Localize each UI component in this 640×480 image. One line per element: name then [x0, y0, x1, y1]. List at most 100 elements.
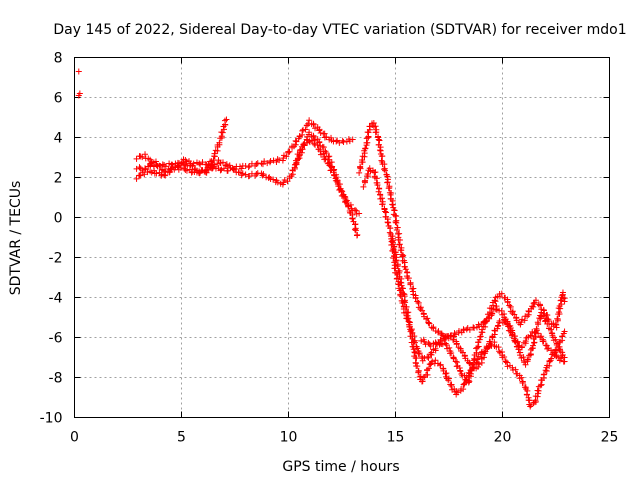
- data-point: [385, 219, 392, 226]
- data-point: [477, 333, 484, 340]
- data-point: [519, 316, 526, 323]
- data-point: [496, 348, 503, 355]
- data-point: [214, 160, 221, 167]
- data-point: [537, 302, 544, 309]
- data-point: [416, 350, 423, 357]
- data-point: [423, 315, 430, 322]
- data-point: [141, 171, 148, 178]
- data-point: [517, 352, 524, 359]
- data-point: [414, 363, 421, 370]
- data-points: [75, 68, 568, 410]
- axis-ticks: 0 5 10 15 20 25 -10 -8 -6 -4 -2 0 2 4 6 8: [40, 51, 619, 446]
- data-point: [264, 160, 271, 167]
- data-point: [296, 152, 303, 159]
- data-point: [316, 138, 323, 145]
- data-point: [301, 142, 308, 149]
- data-point: [559, 289, 566, 296]
- data-point: [427, 361, 434, 368]
- data-point: [460, 381, 467, 388]
- series-trace-5: [356, 119, 568, 365]
- data-point: [336, 181, 343, 188]
- data-point: [468, 367, 475, 374]
- data-point: [274, 156, 281, 163]
- data-point: [302, 126, 309, 133]
- data-point: [534, 319, 541, 326]
- data-point: [466, 378, 473, 385]
- data-point: [399, 299, 406, 306]
- data-point: [253, 170, 260, 177]
- data-point: [414, 345, 421, 352]
- data-point: [153, 162, 160, 169]
- data-point: [375, 136, 382, 143]
- data-point: [270, 176, 277, 183]
- data-point: [76, 90, 83, 97]
- data-point: [446, 344, 453, 351]
- y-tick-label: -8: [49, 371, 63, 387]
- data-point: [467, 367, 474, 374]
- x-tick-label: 5: [177, 430, 186, 446]
- data-point: [306, 117, 313, 124]
- data-point: [521, 317, 528, 324]
- data-point: [502, 358, 509, 365]
- data-point: [402, 266, 409, 273]
- data-point: [376, 147, 383, 154]
- data-point: [253, 160, 260, 167]
- data-point: [183, 167, 190, 174]
- data-point: [389, 201, 396, 208]
- data-point: [342, 199, 349, 206]
- data-point: [366, 165, 373, 172]
- data-point: [323, 149, 330, 156]
- data-point: [534, 393, 541, 400]
- data-point: [230, 166, 237, 173]
- data-point: [352, 227, 359, 234]
- data-point: [533, 325, 540, 332]
- data-point: [230, 165, 237, 172]
- data-point: [283, 153, 290, 160]
- data-point: [392, 259, 399, 266]
- data-point: [389, 235, 396, 242]
- chart-title: Day 145 of 2022, Sidereal Day-to-day VTE…: [53, 22, 626, 38]
- data-point: [375, 188, 382, 195]
- data-point: [537, 382, 544, 389]
- data-point: [259, 161, 266, 168]
- data-point: [219, 129, 226, 136]
- data-point: [413, 355, 420, 362]
- data-point: [511, 333, 518, 340]
- data-point: [513, 314, 520, 321]
- data-point: [492, 306, 499, 313]
- data-point: [331, 171, 338, 178]
- data-point: [425, 354, 432, 361]
- data-point: [392, 218, 399, 225]
- data-point: [374, 181, 381, 188]
- data-point: [382, 208, 389, 215]
- x-axis-label: GPS time / hours: [282, 459, 399, 475]
- data-point: [373, 129, 380, 136]
- data-point: [378, 157, 385, 164]
- data-point: [390, 255, 397, 262]
- data-point: [188, 169, 195, 176]
- y-tick-label: 2: [54, 171, 63, 187]
- data-point: [379, 195, 386, 202]
- data-point: [320, 150, 327, 157]
- data-point: [362, 145, 369, 152]
- data-point: [442, 370, 449, 377]
- data-point: [142, 151, 149, 158]
- data-point: [267, 159, 274, 166]
- data-point: [284, 178, 291, 185]
- data-point: [382, 167, 389, 174]
- data-point: [356, 210, 363, 217]
- data-point: [397, 247, 404, 254]
- data-point: [552, 336, 559, 343]
- data-point: [554, 342, 561, 349]
- data-point: [314, 142, 321, 149]
- x-tick-label: 0: [70, 430, 79, 446]
- data-point: [532, 333, 539, 340]
- data-point: [501, 353, 508, 360]
- data-point: [341, 193, 348, 200]
- data-point: [223, 116, 230, 123]
- data-point: [426, 320, 433, 327]
- data-point: [196, 160, 203, 167]
- data-point: [349, 215, 356, 222]
- data-point: [545, 317, 552, 324]
- data-point: [317, 130, 324, 137]
